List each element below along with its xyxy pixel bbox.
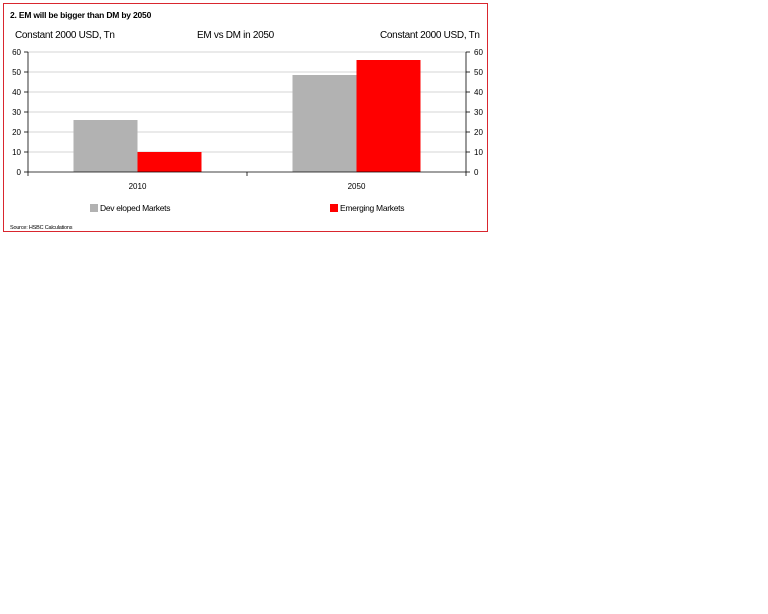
y-axis-label-left: Constant 2000 USD, Tn xyxy=(15,30,115,41)
legend-item-developed: Dev eloped Markets xyxy=(90,203,171,213)
x-tick-label: 2050 xyxy=(348,182,366,191)
y-tick-label-left: 60 xyxy=(12,48,21,57)
y-tick-label-left: 50 xyxy=(12,68,21,77)
legend-swatch-emerging xyxy=(330,204,338,212)
x-tick-label: 2010 xyxy=(129,182,147,191)
legend-label-emerging: Emerging Markets xyxy=(340,203,405,213)
y-tick-label-right: 10 xyxy=(474,148,483,157)
bar-developed-2010 xyxy=(73,120,138,172)
bar-emerging-2010 xyxy=(137,152,202,172)
y-tick-label-left: 30 xyxy=(12,108,21,117)
bar-emerging-2050 xyxy=(356,60,421,172)
y-tick-label-right: 20 xyxy=(474,128,483,137)
bar-developed-2050 xyxy=(292,75,357,172)
y-tick-label-right: 50 xyxy=(474,68,483,77)
y-tick-label-left: 20 xyxy=(12,128,21,137)
legend-label-developed: Dev eloped Markets xyxy=(100,203,171,213)
chart-subtitle: EM vs DM in 2050 xyxy=(197,30,274,41)
legend-swatch-developed xyxy=(90,204,98,212)
y-tick-label-left: 10 xyxy=(12,148,21,157)
chart-frame: 2. EM will be bigger than DM by 2050 Con… xyxy=(3,3,488,232)
y-axis-label-right: Constant 2000 USD, Tn xyxy=(380,30,480,41)
y-tick-label-right: 30 xyxy=(474,108,483,117)
y-tick-label-right: 60 xyxy=(474,48,483,57)
y-tick-label-left: 40 xyxy=(12,88,21,97)
y-tick-label-left: 0 xyxy=(17,168,22,177)
y-tick-label-right: 40 xyxy=(474,88,483,97)
legend-item-emerging: Emerging Markets xyxy=(330,203,404,213)
plot-area: 2010 2050 0 0 10 10 20 20 30 30 40 40 50 50 60 60 xyxy=(12,48,483,191)
chart-title: 2. EM will be bigger than DM by 2050 xyxy=(10,10,152,20)
y-tick-label-right: 0 xyxy=(474,168,479,177)
source-note: Source: HSBC Calculations xyxy=(10,225,73,231)
